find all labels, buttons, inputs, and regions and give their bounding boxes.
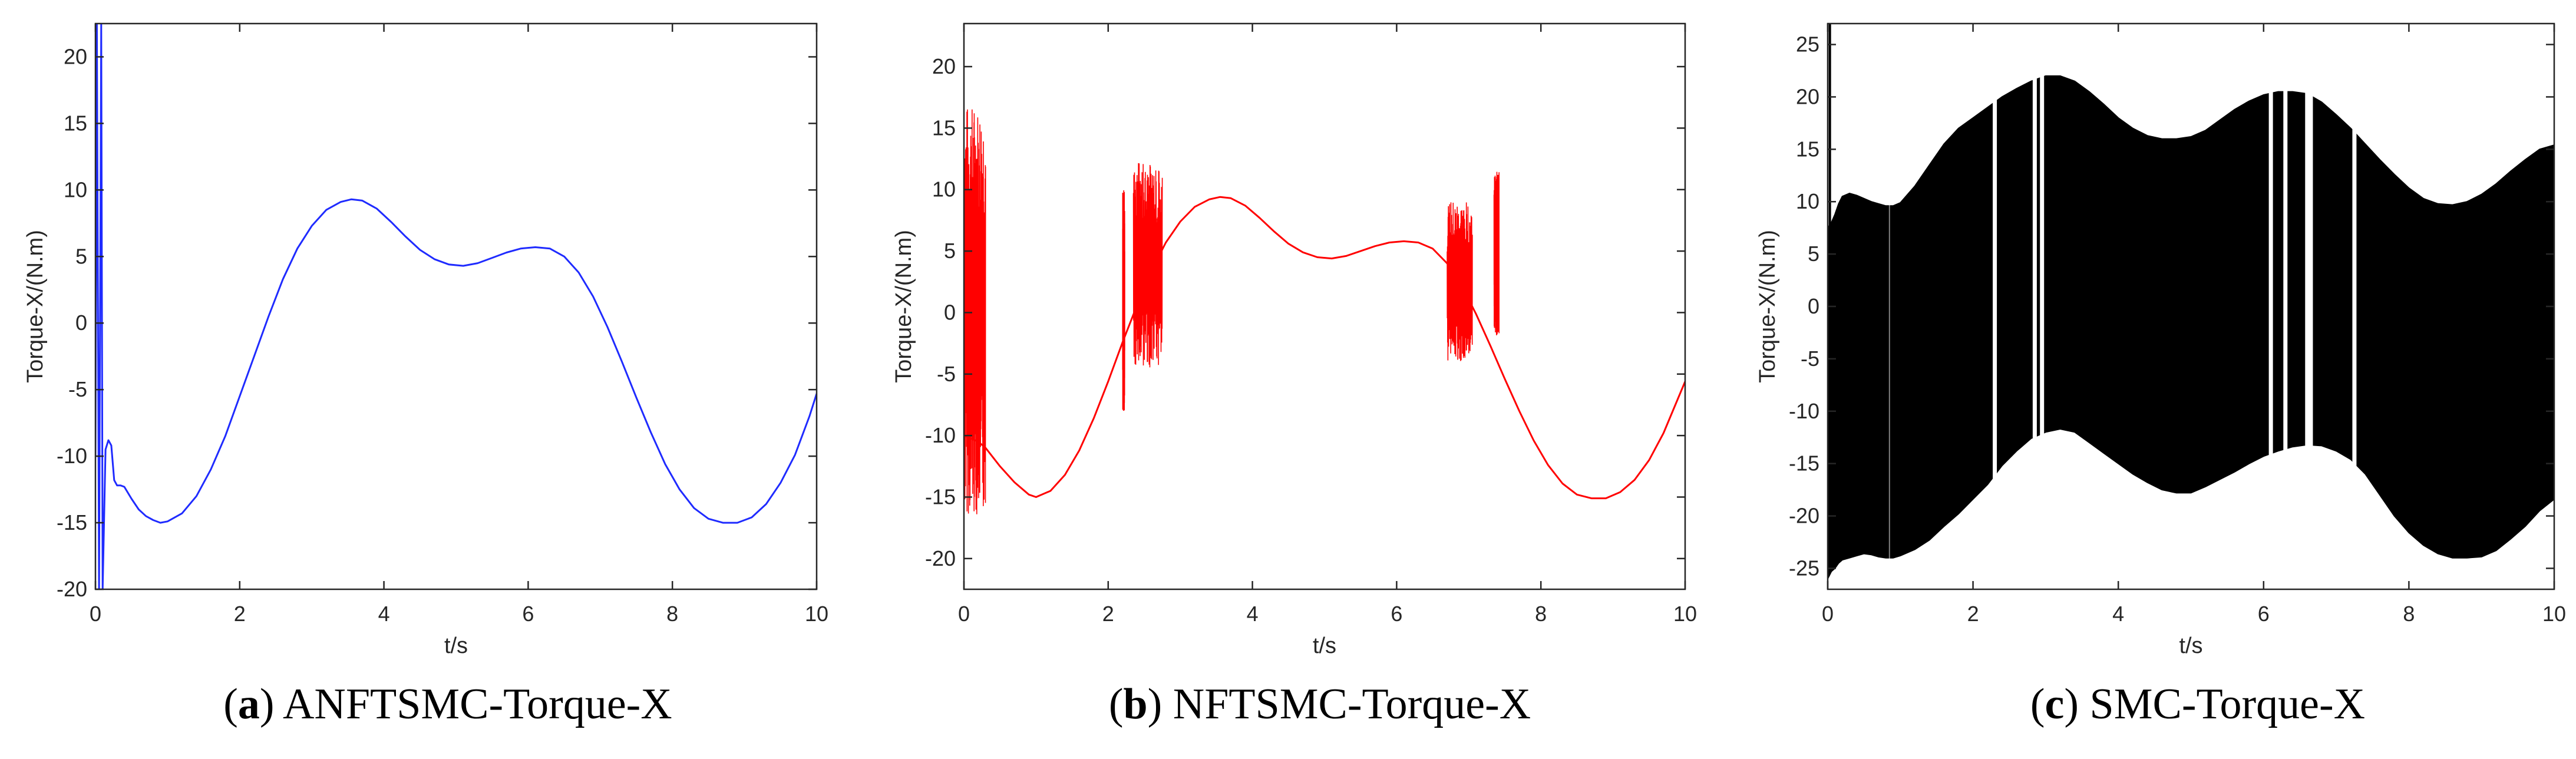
series-gap xyxy=(2040,24,2045,589)
y-tick-label: -5 xyxy=(1801,346,1819,371)
y-tick-label: 5 xyxy=(1808,242,1819,266)
series-chatter xyxy=(964,109,986,514)
x-axis-label: t/s xyxy=(444,633,468,658)
y-tick-label: 5 xyxy=(944,239,956,263)
y-tick-label: 0 xyxy=(1808,294,1819,318)
axes-box xyxy=(963,22,1686,590)
x-tick-label: 2 xyxy=(234,602,246,626)
x-tick-label: 6 xyxy=(522,602,534,626)
x-tick-label: 2 xyxy=(1967,602,1979,626)
plot-area xyxy=(964,109,1685,514)
y-tick-label: -5 xyxy=(68,377,87,401)
series-gap xyxy=(1993,24,1997,589)
series-chatter xyxy=(1122,190,1125,411)
x-tick-label: 4 xyxy=(378,602,390,626)
y-tick-label: -20 xyxy=(925,546,956,570)
series-gap xyxy=(2032,24,2037,589)
x-tick-label: 0 xyxy=(958,602,970,626)
x-tick-label: 0 xyxy=(90,602,101,626)
x-tick-label: 8 xyxy=(2403,602,2415,626)
y-tick-label: 0 xyxy=(75,311,87,335)
y-tick-label: -5 xyxy=(937,362,956,386)
plot-area xyxy=(1828,24,2554,589)
y-axis-label: Torque-X/(N.m) xyxy=(1755,230,1780,383)
series-gap xyxy=(2283,24,2288,589)
x-tick-label: 8 xyxy=(1535,602,1547,626)
caption-b: (b) NFTSMC-Torque-X xyxy=(1108,680,1531,728)
x-tick-label: 4 xyxy=(2112,602,2124,626)
y-tick-label: 20 xyxy=(1796,84,1819,108)
caption-letter: c xyxy=(2045,680,2065,728)
y-axis-label: Torque-X/(N.m) xyxy=(891,230,916,383)
chart-panel-a: 0 2 4 6 8 10 -20 -15 -10 -5 0 5 10 15 20 t/s Torque-X/(N… xyxy=(23,22,828,658)
series-gap xyxy=(2309,24,2313,589)
chart-panel-b: 0 2 4 6 8 10 -20 -15 -10 -5 0 5 10 15 20 t/s Torque-X/(N… xyxy=(891,22,1697,658)
y-tick-label: -10 xyxy=(57,444,87,468)
y-tick-label: -20 xyxy=(1789,504,1819,528)
plot-area xyxy=(95,24,817,589)
series-gap xyxy=(1888,24,1890,589)
y-axis-label: Torque-X/(N.m) xyxy=(23,230,48,383)
y-tick-label: 0 xyxy=(944,300,956,324)
y-tick-label: -10 xyxy=(925,423,956,447)
chart-panel-c: 0 2 4 6 8 10 -25 -20 -15 -10 -5 0 5 10 15 20 25 t/s Torque… xyxy=(1755,22,2566,658)
x-tick-label: 0 xyxy=(1822,602,1834,626)
x-tick-label: 10 xyxy=(2542,602,2566,626)
y-tick-label: 5 xyxy=(75,244,87,268)
x-axis-label: t/s xyxy=(2179,633,2202,658)
y-tick-label: -20 xyxy=(57,577,87,601)
y-tick-label: -15 xyxy=(1789,451,1819,476)
x-tick-label: 8 xyxy=(666,602,678,626)
series-envelope xyxy=(1828,75,2554,579)
x-tick-label: 6 xyxy=(1391,602,1402,626)
series-chatter xyxy=(1493,171,1500,336)
series-line xyxy=(95,24,817,589)
series-gap xyxy=(2268,24,2273,589)
x-tick-label: 2 xyxy=(1102,602,1114,626)
axes-box xyxy=(94,22,818,590)
series-gap xyxy=(2352,24,2357,589)
x-axis-label: t/s xyxy=(1313,633,1336,658)
x-tick-label: 10 xyxy=(1673,602,1697,626)
caption-text: NFTSMC-Torque-X xyxy=(1173,680,1531,728)
y-tick-label: 20 xyxy=(64,44,87,68)
series-chatter xyxy=(1132,163,1163,368)
y-tick-label: 25 xyxy=(1796,32,1819,57)
y-tick-label: -15 xyxy=(57,510,87,534)
caption-letter: a xyxy=(237,680,260,728)
y-tick-label: -15 xyxy=(925,484,956,509)
caption-text: SMC-Torque-X xyxy=(2089,680,2366,728)
caption-text: ANFTSMC-Torque-X xyxy=(282,680,672,728)
y-tick-label: -25 xyxy=(1789,556,1819,580)
y-tick-label: -10 xyxy=(1789,399,1819,423)
y-tick-label: 10 xyxy=(1796,189,1819,213)
x-tick-label: 6 xyxy=(2258,602,2270,626)
x-tick-label: 4 xyxy=(1247,602,1259,626)
y-tick-label: 15 xyxy=(64,111,87,135)
y-tick-label: 15 xyxy=(932,116,956,140)
caption-letter: b xyxy=(1123,680,1148,728)
y-tick-label: 20 xyxy=(932,54,956,78)
caption-a: (a) ANFTSMC-Torque-X xyxy=(223,680,672,728)
series-chatter xyxy=(1446,202,1473,361)
x-tick-label: 10 xyxy=(805,602,828,626)
caption-c: (c) SMC-Torque-X xyxy=(2030,680,2366,728)
series-gap xyxy=(2305,24,2310,589)
series-line xyxy=(964,196,1685,500)
y-tick-label: 10 xyxy=(64,177,87,202)
y-tick-label: 15 xyxy=(1796,137,1819,161)
y-tick-label: 10 xyxy=(932,177,956,202)
